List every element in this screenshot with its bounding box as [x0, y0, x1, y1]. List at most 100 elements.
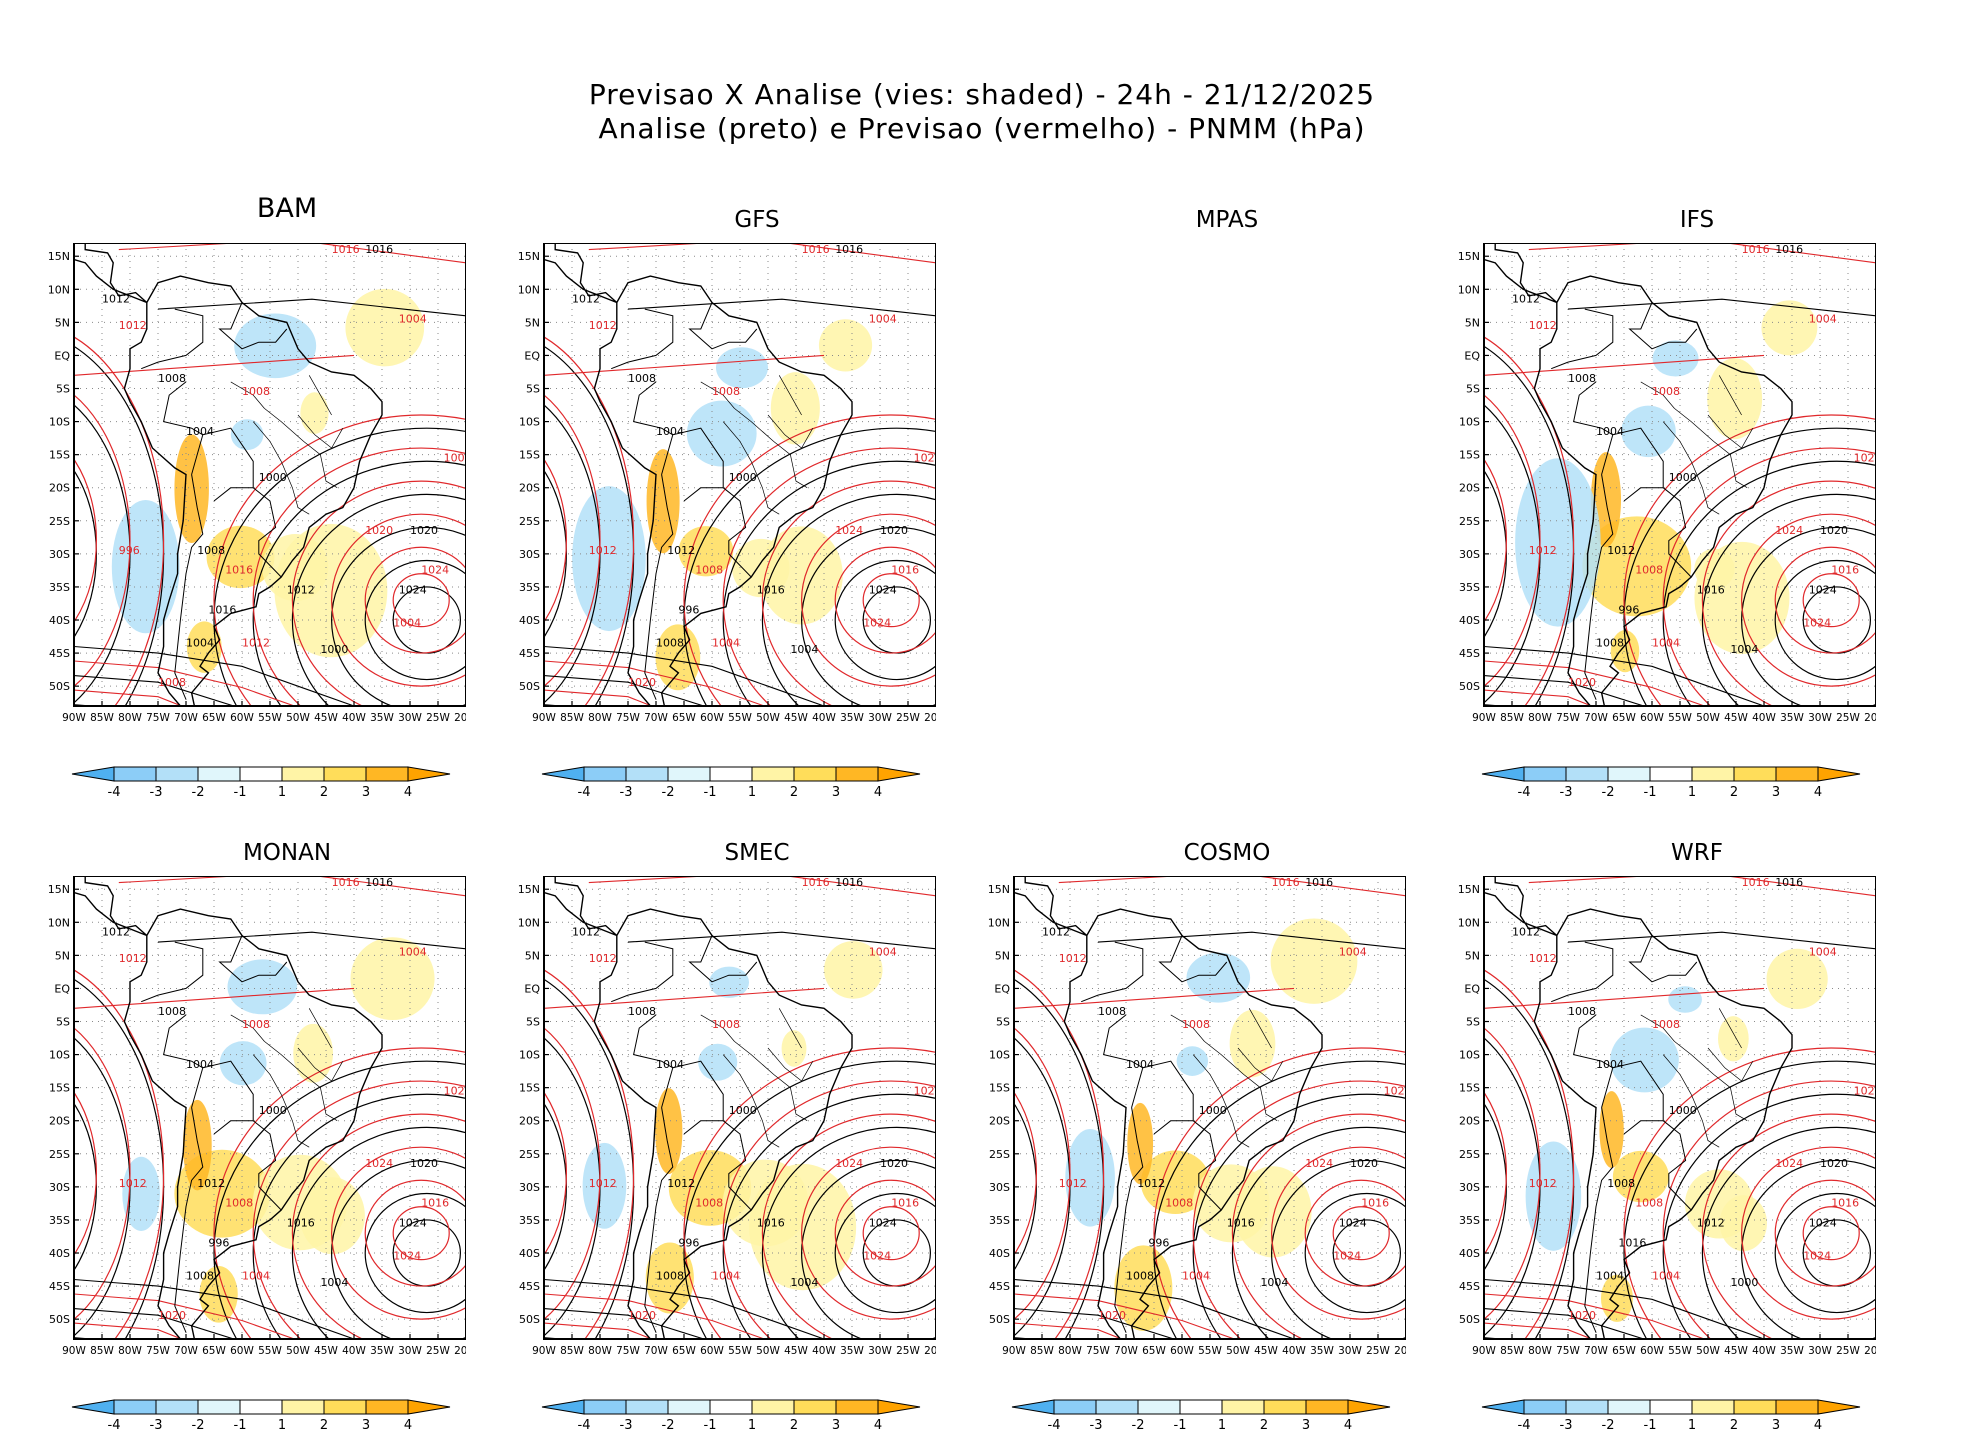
- analysis-contour-label: 1020: [410, 1157, 438, 1170]
- lon-tick-label: 50W: [756, 712, 780, 724]
- forecast-isobar: [213, 414, 466, 706]
- lat-tick-label: 30S: [1459, 548, 1480, 561]
- analysis-contour-label: 1020: [410, 524, 438, 537]
- country-border: [1097, 941, 1144, 996]
- tropical-isobar: [544, 987, 825, 1009]
- central-america-coastline: [1484, 876, 1558, 937]
- lon-tick-label: 75W: [146, 1345, 170, 1357]
- state-border: [280, 1094, 310, 1148]
- map-panel-smec: 1016101210081004100010201024996101610121…: [508, 876, 936, 1369]
- lat-tick-label: 15N: [988, 883, 1010, 896]
- analysis-isobar: [213, 427, 466, 706]
- analysis-isobar: [291, 1126, 466, 1339]
- forecast-contour-label: 1008: [1165, 1197, 1193, 1210]
- bias-shading-blob: [781, 1030, 807, 1067]
- forecast-contour-label: 1004: [712, 1269, 740, 1282]
- forecast-isobar: [1701, 480, 1876, 706]
- forecast-isobar: [1623, 1047, 1876, 1339]
- lat-tick-label: 10S: [1459, 1049, 1480, 1062]
- country-border: [1601, 1060, 1692, 1211]
- colorbar-label: 3: [1772, 785, 1780, 800]
- analysis-contour-label: 1012: [667, 1177, 695, 1190]
- analysis-contour-label: 1016: [1697, 584, 1725, 597]
- forecast-contour-label: 1004: [1652, 636, 1680, 649]
- lat-tick-label: 45S: [989, 1280, 1010, 1293]
- state-border: [1674, 1041, 1748, 1122]
- colorbar-arrow-low: [541, 1399, 585, 1415]
- forecast-contour-label: 1016: [332, 876, 360, 889]
- forecast-contour-label: 1020: [444, 1084, 466, 1097]
- lat-tick-label: 20S: [49, 482, 70, 495]
- tropical-isobar: [544, 354, 825, 376]
- state-border: [700, 381, 735, 409]
- colorbar-label: -3: [150, 785, 163, 800]
- analysis-contour-label: 1000: [1669, 1104, 1697, 1117]
- lat-tick-label: 10N: [1458, 283, 1480, 296]
- lon-tick-label: 80W: [118, 712, 142, 724]
- forecast-contour-label: 1020: [628, 676, 656, 689]
- southern-isobar: [544, 689, 824, 706]
- lon-tick-label: 25W: [426, 1345, 450, 1357]
- central-america-coastline: [74, 876, 148, 937]
- analysis-contour-label: 1004: [1596, 1058, 1624, 1071]
- bias-shading-blob: [698, 1043, 738, 1081]
- analysis-contour-label: 996: [678, 1236, 699, 1249]
- lat-tick-label: 50S: [519, 1313, 540, 1326]
- analysis-isobar: [1192, 1093, 1406, 1339]
- analysis-contour-label: 1012: [667, 544, 695, 557]
- forecast-contour-label: 1024: [1803, 1250, 1831, 1263]
- country-border: [633, 1014, 674, 1069]
- colorbar-smec: -4 -3 -2 -1 1 2 3 4: [541, 1399, 921, 1433]
- colorbar-segment: [281, 766, 325, 782]
- forecast-isobar: [392, 1206, 450, 1261]
- forecast-isobar: [1484, 1091, 1507, 1256]
- lon-tick-label: 55W: [258, 1345, 282, 1357]
- southern-isobar: [1484, 1308, 1764, 1339]
- analysis-contour-label: 1012: [287, 584, 315, 597]
- forecast-contour-label: 1016: [891, 564, 919, 577]
- forecast-contour-label: 1004: [399, 312, 427, 325]
- analysis-contour-label: 1020: [1350, 1157, 1378, 1170]
- colorbar-segment: [323, 1399, 367, 1415]
- forecast-isobar: [1802, 1206, 1860, 1261]
- south-america-coastline: [593, 275, 853, 706]
- colorbar-label: 4: [1814, 1418, 1822, 1433]
- forecast-contour-label: 1012: [589, 544, 617, 557]
- bias-shading-blob: [186, 621, 222, 673]
- colorbar-label: -1: [704, 785, 717, 800]
- country-border: [1601, 427, 1692, 578]
- lon-tick-label: 40W: [1282, 1345, 1306, 1357]
- lon-tick-label: 80W: [588, 712, 612, 724]
- colorbar-label: 2: [1260, 1418, 1268, 1433]
- analysis-contour-label: 1024: [399, 1217, 427, 1230]
- tropical-isobar: [1484, 354, 1765, 376]
- colorbar-segment: [281, 1399, 325, 1415]
- forecast-contour-label: 1020: [1098, 1309, 1126, 1322]
- colorbar-label: -3: [1560, 785, 1573, 800]
- colorbar-label: 4: [1344, 1418, 1352, 1433]
- colorbar-label: 1: [748, 1418, 756, 1433]
- analysis-contour-label: 1004: [656, 1058, 684, 1071]
- lat-tick-label: 15N: [48, 883, 70, 896]
- forecast-contour-label: 1004: [1809, 945, 1837, 958]
- lon-tick-label: 75W: [1556, 1345, 1580, 1357]
- state-border: [1640, 381, 1675, 409]
- bias-shading-blob: [1515, 458, 1601, 627]
- country-border: [1114, 1107, 1144, 1333]
- bias-shading-blob: [300, 392, 329, 434]
- lon-tick-label: 25W: [1836, 712, 1860, 724]
- forecast-isobar: [1231, 1113, 1406, 1339]
- southern-isobar: [1014, 1278, 1295, 1339]
- forecast-contour-label: 1024: [835, 524, 863, 537]
- lat-tick-label: 40S: [519, 1247, 540, 1260]
- colorbar-label: 1: [278, 785, 286, 800]
- forecast-contour-label: 1016: [1742, 243, 1770, 256]
- analysis-contour-label: 1016: [208, 603, 236, 616]
- bias-shading-blob: [678, 526, 734, 577]
- colorbar-segment: [583, 766, 627, 782]
- forecast-isobar: [801, 1146, 936, 1320]
- lon-tick-label: 25W: [1836, 1345, 1860, 1357]
- country-border: [661, 1060, 752, 1211]
- tropical-isobar: [1097, 931, 1406, 950]
- colorbar-label: 4: [404, 785, 412, 800]
